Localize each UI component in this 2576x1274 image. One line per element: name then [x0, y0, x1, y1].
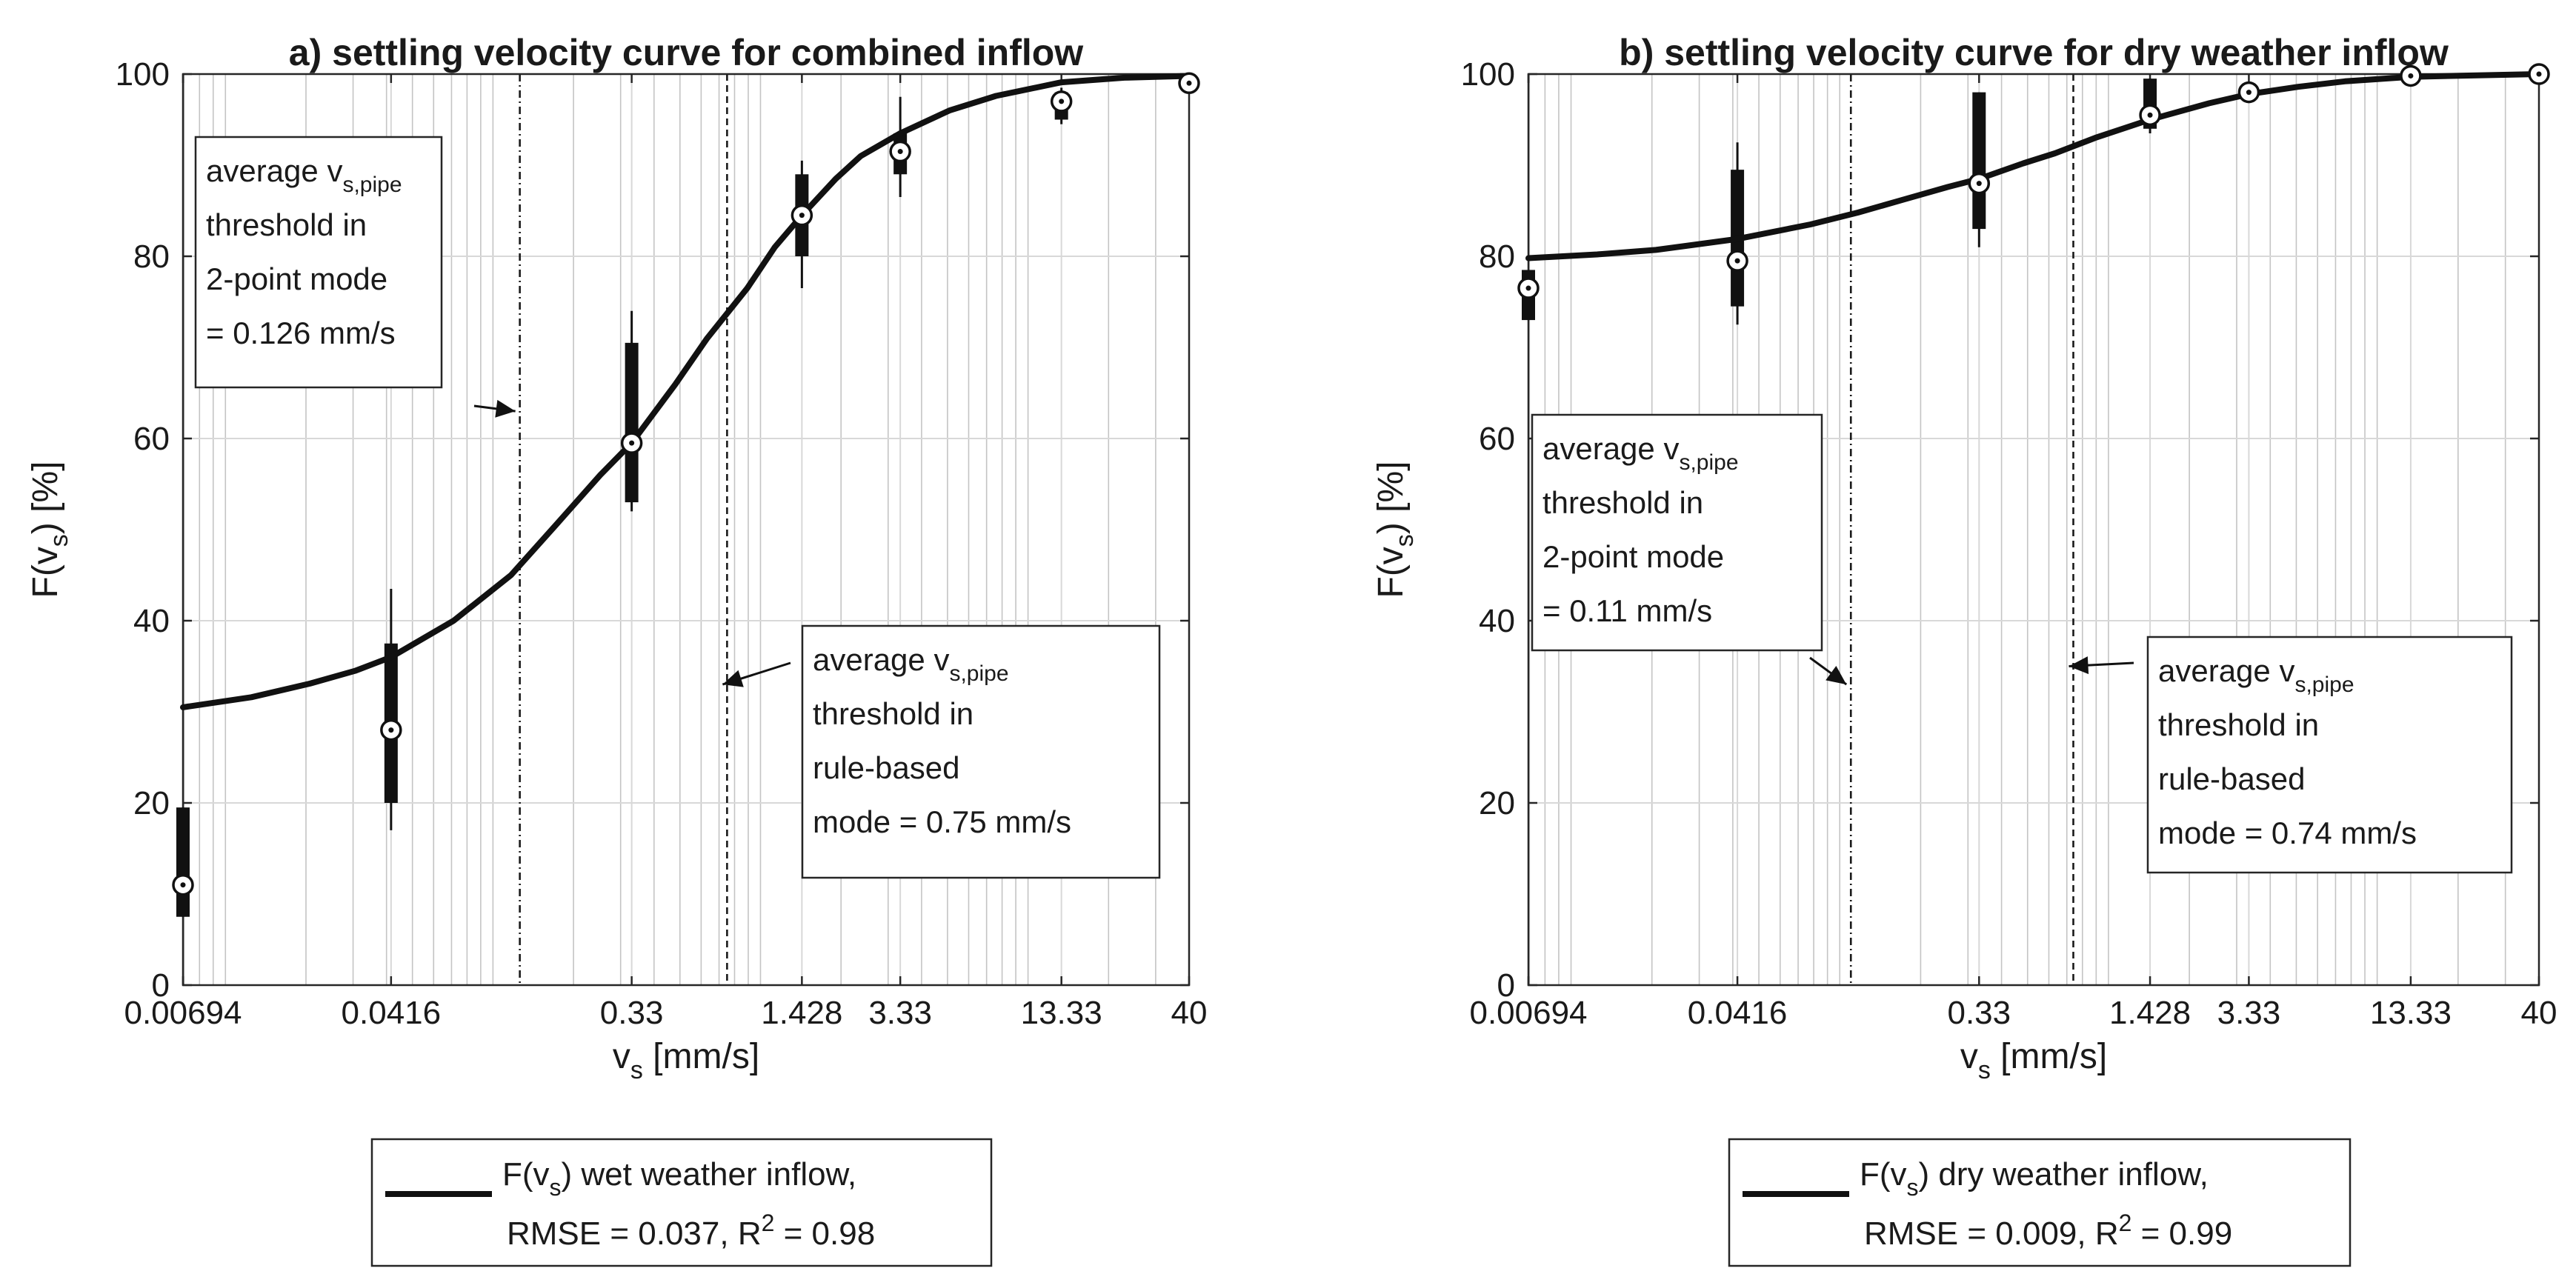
- legend-label-line2-b: RMSE = 0.009, R2 = 0.99: [1864, 1210, 2232, 1252]
- annotation-box-a: [194, 136, 443, 389]
- y-tick-label-a: 60: [133, 421, 170, 457]
- box-b-3: [1972, 92, 1986, 247]
- axes-frame-b: [1527, 73, 2540, 987]
- y-tick-label-b: 40: [1479, 603, 1515, 639]
- legend-a: F(vs) wet weather inflow, RMSE = 0.037, R…: [370, 1138, 993, 1267]
- median-dot-a: [1059, 99, 1065, 104]
- legend-label-line1-b: F(vs) dry weather inflow,: [1860, 1156, 2209, 1201]
- annotation-a-1: average vs,pipe threshold in 2-point mod…: [194, 136, 516, 418]
- y-tick-label-a: 20: [133, 785, 170, 821]
- chart-a: 0.00694 0.0416 0.33 1.428 3.33 13.33 40 0 20 40 60…: [26, 32, 1208, 1267]
- annotation-line-a: 2-point mode: [206, 261, 387, 296]
- x-tick-label-b: 0.33: [1947, 995, 2011, 1031]
- x-tick-label-b: 1.428: [2109, 995, 2191, 1031]
- median-dot-b: [2246, 90, 2251, 96]
- chart-title-a: a) settling velocity curve for combined …: [289, 32, 1084, 73]
- annotation-line-b: rule-based: [2158, 761, 2305, 796]
- axes-frame-a: [182, 73, 1191, 987]
- annotation-b-2: average vs,pipe threshold in rule-based …: [2069, 636, 2513, 874]
- annotation-line-a: threshold in: [813, 696, 974, 731]
- y-tick-label-b: 60: [1479, 421, 1515, 457]
- legend-box-b: [1728, 1138, 2352, 1267]
- median-dot-a: [897, 149, 903, 155]
- x-tick-label-b: 0.00694: [1469, 995, 1587, 1031]
- x-tick-label-a: 13.33: [1021, 995, 1102, 1031]
- box-a-3: [625, 310, 639, 512]
- box-iqr-a: [176, 807, 190, 917]
- annotation-box-a: [801, 624, 1161, 879]
- annotation-line-b: = 0.11 mm/s: [1542, 593, 1712, 628]
- box-iqr-a: [625, 342, 639, 503]
- median-dot-a: [1186, 80, 1192, 86]
- box-b-2: [1731, 142, 1745, 325]
- legend-label-line1-a: F(vs) wet weather inflow,: [502, 1156, 856, 1201]
- y-tick-label-b: 0: [1497, 967, 1515, 1004]
- x-tick-label-a: 1.428: [761, 995, 842, 1031]
- median-dot-b: [1976, 181, 1982, 187]
- y-tick-label-b: 80: [1479, 239, 1515, 275]
- box-a-1: [176, 807, 190, 917]
- median-dot-b: [1734, 258, 1740, 264]
- annotation-arrowhead-a: [722, 670, 744, 687]
- median-dot-b: [2408, 73, 2414, 79]
- x-tick-label-a: 0.00694: [124, 995, 242, 1031]
- annotation-arrowhead-b: [1826, 666, 1847, 685]
- y-tick-label-a: 0: [152, 967, 170, 1004]
- x-tick-label-b: 13.33: [2370, 995, 2452, 1031]
- median-dot-b: [2147, 112, 2153, 118]
- median-dot-b: [2536, 71, 2542, 77]
- median-dot-a: [629, 440, 635, 446]
- x-axis-label-b: vs [mm/s]: [1960, 1037, 2107, 1084]
- y-tick-label-a: 40: [133, 603, 170, 639]
- median-dot-a: [799, 213, 805, 219]
- chart-b: 0.00694 0.0416 0.33 1.428 3.33 13.33 40 0 20 40 60…: [1371, 32, 2557, 1267]
- annotation-line-a: threshold in: [206, 207, 367, 242]
- annotation-line-a: average vs,pipe: [206, 153, 402, 197]
- x-tick-label-a: 0.33: [600, 995, 664, 1031]
- chart-title-b: b) settling velocity curve for dry weath…: [1619, 32, 2449, 73]
- y-axis-label-b: F(vs) [%]: [1371, 461, 1419, 598]
- y-tick-label-a: 100: [116, 56, 170, 93]
- annotation-line-b: mode = 0.74 mm/s: [2158, 816, 2417, 850]
- fit-curve-b: [1525, 71, 2542, 261]
- annotation-line-a: average vs,pipe: [813, 642, 1009, 686]
- annotation-line-b: 2-point mode: [1542, 539, 1724, 574]
- annotation-line-a: = 0.126 mm/s: [206, 316, 396, 350]
- annotation-line-b: average vs,pipe: [2158, 653, 2354, 697]
- annotation-b-1: average vs,pipe threshold in 2-point mod…: [1531, 413, 1848, 686]
- median-dot-b: [1525, 285, 1531, 291]
- median-dot-a: [388, 727, 394, 733]
- box-iqr-b: [1972, 92, 1986, 230]
- x-tick-label-b: 3.33: [2217, 995, 2281, 1031]
- annotation-line-b: threshold in: [1542, 485, 1703, 520]
- annotation-line-b: threshold in: [2158, 707, 2319, 742]
- legend-b: F(vs) dry weather inflow, RMSE = 0.009, R…: [1728, 1138, 2352, 1267]
- y-tick-label-b: 20: [1479, 785, 1515, 821]
- x-tick-label-b: 40: [2521, 995, 2557, 1031]
- annotation-a-2: average vs,pipe threshold in rule-based …: [722, 624, 1161, 879]
- x-tick-label-b: 0.0416: [1688, 995, 1788, 1031]
- fit-curve-a: [180, 73, 1192, 710]
- annotation-line-a: rule-based: [813, 750, 959, 785]
- x-axis-label-a: vs [mm/s]: [613, 1037, 759, 1084]
- x-tick-label-a: 0.0416: [342, 995, 442, 1031]
- legend-box-a: [370, 1138, 993, 1267]
- y-tick-label-a: 80: [133, 239, 170, 275]
- annotation-box-b: [1531, 413, 1823, 652]
- annotation-box-b: [2146, 636, 2513, 874]
- x-tick-label-a: 40: [1171, 995, 1208, 1031]
- annotation-arrowhead-b: [2069, 656, 2089, 675]
- x-tick-label-a: 3.33: [868, 995, 932, 1031]
- legend-label-line2-a: RMSE = 0.037, R2 = 0.98: [507, 1210, 875, 1252]
- y-tick-label-b: 100: [1461, 56, 1515, 93]
- y-axis-label-a: F(vs) [%]: [26, 461, 73, 598]
- annotation-arrowhead-a: [495, 399, 516, 418]
- annotation-line-b: average vs,pipe: [1542, 431, 1739, 475]
- annotation-line-a: mode = 0.75 mm/s: [813, 804, 1071, 839]
- median-dot-a: [180, 882, 186, 888]
